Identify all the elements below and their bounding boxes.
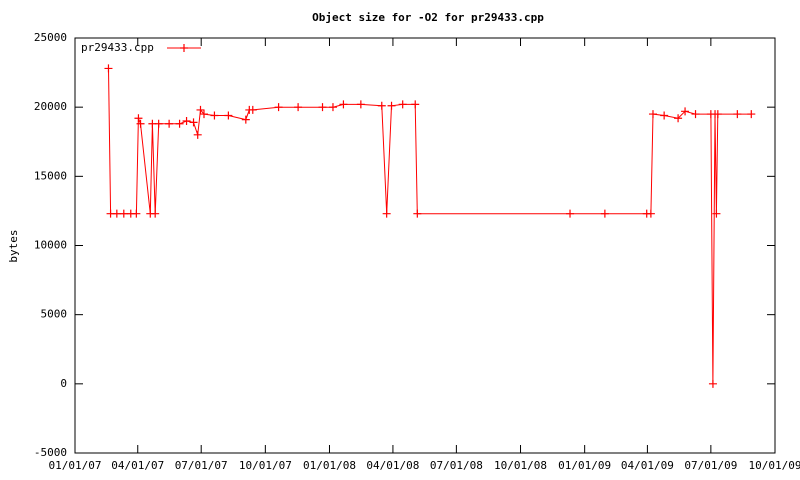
y-tick-label: 20000: [34, 100, 67, 113]
legend-swatch: [180, 44, 188, 52]
point-marker: [600, 209, 609, 218]
point-marker: [210, 111, 219, 120]
point-marker: [674, 114, 683, 123]
point-marker: [660, 111, 669, 120]
point-marker: [134, 114, 143, 123]
point-marker: [387, 101, 396, 110]
y-axis-label: bytes: [7, 229, 20, 262]
y-tick-label: 10000: [34, 239, 67, 252]
point-marker: [294, 103, 303, 112]
point-marker: [136, 119, 145, 128]
point-marker: [328, 103, 337, 112]
y-tick-label: 15000: [34, 169, 67, 182]
point-marker: [411, 100, 420, 109]
point-marker: [318, 103, 327, 112]
point-marker: [189, 118, 198, 127]
point-marker: [104, 64, 113, 73]
x-tick-label: 01/01/09: [558, 459, 611, 472]
point-marker: [566, 209, 575, 218]
point-marker: [132, 209, 141, 218]
x-tick-label: 01/01/08: [303, 459, 356, 472]
point-marker: [712, 209, 721, 218]
point-marker: [356, 100, 365, 109]
point-marker: [182, 117, 191, 125]
point-marker: [377, 101, 386, 110]
x-tick-label: 04/01/07: [111, 459, 164, 472]
point-marker: [713, 110, 722, 119]
x-tick-label: 07/01/09: [684, 459, 737, 472]
point-marker: [646, 209, 655, 218]
point-marker: [747, 110, 756, 119]
y-tick-label: -5000: [34, 446, 67, 459]
point-marker: [708, 379, 717, 388]
x-tick-label: 10/01/09: [749, 459, 800, 472]
x-tick-label: 01/01/07: [49, 459, 102, 472]
x-tick-label: 07/01/07: [175, 459, 228, 472]
x-tick-label: 04/01/08: [366, 459, 419, 472]
point-marker: [274, 103, 283, 112]
point-marker: [382, 209, 391, 218]
point-marker: [175, 119, 184, 128]
legend-label: pr29433.cpp: [81, 41, 154, 54]
y-tick-label: 5000: [41, 308, 68, 321]
point-marker: [681, 107, 690, 116]
x-tick-label: 07/01/08: [430, 459, 483, 472]
point-marker: [224, 111, 233, 120]
plot-frame: [74, 37, 776, 454]
point-marker: [413, 209, 422, 218]
point-marker: [733, 110, 742, 119]
point-marker: [648, 110, 657, 119]
chart-title: Object size for -O2 for pr29433.cpp: [312, 11, 544, 24]
x-tick-label: 10/01/07: [239, 459, 292, 472]
y-tick-label: 0: [60, 377, 67, 390]
point-marker: [154, 119, 163, 128]
point-marker: [151, 209, 160, 218]
point-marker: [241, 115, 250, 124]
point-marker: [398, 100, 407, 109]
series-line: [108, 68, 752, 384]
point-marker: [691, 110, 700, 119]
point-marker: [119, 209, 128, 218]
point-marker: [196, 105, 205, 114]
point-marker: [193, 130, 202, 139]
point-marker: [339, 100, 348, 109]
point-marker: [165, 119, 174, 128]
x-tick-label: 04/01/09: [621, 459, 674, 472]
x-tick-label: 10/01/08: [494, 459, 547, 472]
point-marker: [248, 105, 257, 114]
y-tick-label: 25000: [34, 31, 67, 44]
point-marker: [112, 209, 121, 218]
point-marker: [199, 110, 208, 119]
